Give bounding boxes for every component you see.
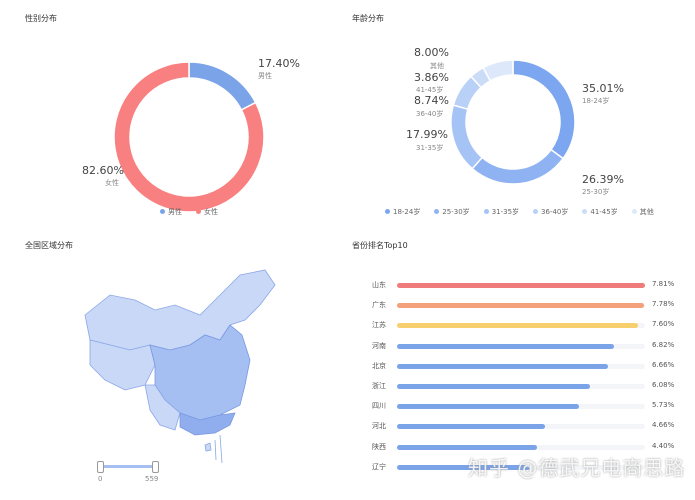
province-name: 山东 [372, 281, 386, 289]
age-pct-2: 17.99% [406, 128, 448, 141]
province-bar [397, 363, 609, 369]
legend-age-0[interactable]: 18-24岁 [385, 207, 420, 217]
legend-age-2[interactable]: 31-35岁 [483, 207, 519, 217]
province-bar-track [397, 283, 645, 288]
legend-male[interactable]: 男性 [160, 207, 182, 217]
province-bar-track [397, 323, 645, 329]
legend-age-3[interactable]: 36-40岁 [533, 207, 568, 217]
province-name: 江苏 [372, 321, 386, 330]
province-name: 陕西 [372, 442, 386, 451]
province-bar [397, 384, 591, 389]
china-map[interactable] [80, 265, 290, 465]
province-row: 辽宁 [372, 462, 682, 474]
province-name: 辽宁 [372, 462, 386, 471]
province-name: 河南 [372, 341, 386, 350]
age-pct-1: 26.39% [582, 173, 624, 186]
province-bar-track [397, 303, 645, 309]
province-row: 河北 4.66% [372, 421, 682, 433]
province-pct: 6.08% [652, 381, 675, 389]
age-label-2: 31-35岁 [416, 144, 444, 152]
male-pct: 17.40% [258, 57, 300, 70]
age-donut [450, 59, 576, 185]
province-name: 四川 [372, 402, 386, 411]
map-north [84, 269, 276, 351]
province-bar [397, 323, 639, 329]
range-min: 0 [98, 475, 103, 483]
province-pct: 7.78% [652, 300, 675, 309]
province-row: 浙江 6.08% [372, 381, 682, 393]
province-bar-track [397, 464, 645, 470]
gender-title: 性别分布 [25, 14, 57, 23]
age-label-1: 25-30岁 [582, 188, 610, 196]
legend-female[interactable]: 女性 [196, 207, 218, 217]
age-label-0: 18-24岁 [582, 97, 610, 105]
province-row: 山东 7.81% [372, 280, 682, 292]
map-south [179, 412, 236, 436]
range-handle-max[interactable] [152, 461, 159, 473]
legend-age-1[interactable]: 25-30岁 [434, 207, 470, 217]
gender-donut [113, 61, 265, 213]
province-name: 浙江 [372, 382, 386, 390]
province-pct: 4.40% [652, 441, 675, 450]
province-bar [397, 444, 537, 450]
age-legend: 18-24岁 25-30岁 31-35岁 36-40岁 41-45岁 其他 [385, 207, 654, 217]
female-label: 女性 [105, 179, 119, 187]
male-label: 男性 [258, 72, 272, 80]
province-bar [397, 343, 614, 349]
province-name: 河北 [372, 422, 386, 431]
watermark: 知乎 @德武兄电商思路 [468, 456, 686, 480]
age-title: 年龄分布 [352, 14, 384, 23]
province-row: 河南 6.82% [372, 341, 682, 353]
map-west [89, 339, 156, 391]
legend-age-4[interactable]: 41-45岁 [582, 207, 618, 217]
gender-legend: 男性 女性 [160, 207, 218, 217]
age-label-3: 36-40岁 [416, 110, 444, 118]
province-pct: 7.60% [652, 320, 675, 329]
legend-age-5[interactable]: 其他 [631, 207, 654, 217]
province-bar [397, 283, 645, 288]
age-pct-0: 35.01% [582, 82, 624, 95]
province-bar-track [397, 384, 645, 389]
province-name: 广东 [372, 301, 386, 310]
range-handle-min[interactable] [97, 461, 104, 473]
province-row: 陕西 4.40% [372, 442, 682, 454]
provinces-title: 省份排名Top10 [352, 241, 408, 250]
province-row: 北京 6.66% [372, 361, 682, 373]
map-southwest [144, 384, 181, 431]
age-slice-0[interactable] [512, 59, 576, 160]
province-pct: 5.73% [652, 401, 675, 410]
age-pct-3: 8.74% [414, 94, 449, 107]
province-row: 广东 7.78% [372, 300, 682, 312]
age-slice-2[interactable] [450, 104, 484, 170]
province-bar-track [397, 363, 645, 369]
map-islands [204, 434, 223, 464]
province-name: 北京 [372, 361, 386, 370]
range-max: 559 [145, 475, 159, 483]
province-bar [397, 464, 531, 470]
province-row: 四川 5.73% [372, 401, 682, 413]
province-bar-track [397, 343, 645, 349]
province-row: 江苏 7.60% [372, 320, 682, 332]
age-pct-5: 8.00% [414, 46, 449, 59]
province-pct: 6.66% [652, 360, 675, 369]
age-label-5: 其他 [430, 62, 444, 70]
range-slider[interactable] [100, 465, 155, 468]
gender-slice-1[interactable] [113, 61, 265, 213]
province-bar [397, 303, 645, 309]
age-slice-1[interactable] [471, 148, 565, 185]
province-bar [397, 404, 579, 410]
female-pct: 82.60% [82, 164, 124, 177]
age-label-4: 41-45岁 [416, 86, 444, 94]
province-bar-track [397, 404, 645, 410]
province-bar-track [397, 444, 645, 450]
province-bar-track [397, 424, 645, 430]
province-pct: 7.81% [652, 280, 675, 288]
region-title: 全国区域分布 [25, 241, 73, 250]
age-slice-5[interactable] [482, 59, 514, 82]
province-pct: 6.82% [652, 340, 675, 349]
province-bar [397, 424, 545, 430]
age-pct-4: 3.86% [414, 71, 449, 84]
province-pct: 4.66% [652, 421, 675, 430]
